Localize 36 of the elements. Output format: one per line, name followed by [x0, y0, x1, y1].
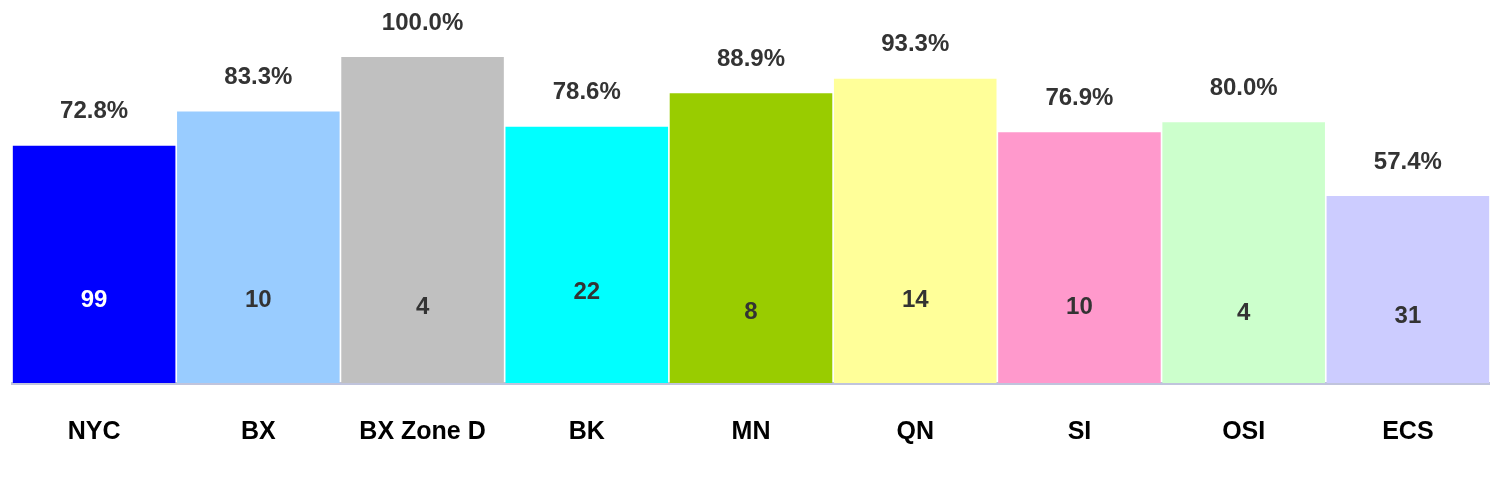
annotation: 10 — [1066, 292, 1093, 320]
x-tick-label: BX — [240, 415, 277, 444]
data-label: 76.9% — [1045, 82, 1114, 110]
bar — [1162, 122, 1325, 383]
annotation: 4 — [415, 292, 430, 320]
bar — [669, 93, 833, 383]
data-label: 88.9% — [716, 43, 786, 71]
annotation: 14 — [901, 285, 930, 313]
data-label: 57.4% — [1373, 146, 1442, 174]
data-label: 100.0% — [381, 7, 464, 35]
bar — [177, 111, 340, 383]
annotation: 8 — [744, 296, 758, 324]
data-label: 93.3% — [881, 29, 950, 57]
annotation: 22 — [573, 276, 601, 304]
bar — [1326, 195, 1490, 383]
annotation: 31 — [1394, 300, 1422, 328]
data-label: 83.3% — [224, 62, 293, 90]
data-label: 72.8% — [60, 96, 129, 124]
x-tick-label: NYC — [67, 415, 121, 444]
bar — [12, 145, 176, 383]
x-tick-label: ECS — [1382, 415, 1434, 444]
x-tick-label: BK — [568, 415, 605, 444]
data-label: 78.6% — [552, 77, 621, 105]
bar — [341, 57, 504, 383]
bar — [505, 126, 669, 383]
x-tick-label: OSI — [1222, 415, 1266, 444]
annotation: 99 — [80, 285, 108, 313]
annotation: 10 — [244, 285, 272, 313]
x-tick-label: BX Zone D — [359, 415, 486, 444]
x-tick-label: QN — [896, 415, 934, 444]
data-label: 80.0% — [1209, 72, 1278, 100]
bar — [998, 132, 1161, 383]
bar — [833, 78, 997, 383]
x-tick-label: MN — [731, 415, 771, 444]
x-tick-label: SI — [1067, 415, 1092, 444]
annotation: 4 — [1236, 298, 1251, 326]
